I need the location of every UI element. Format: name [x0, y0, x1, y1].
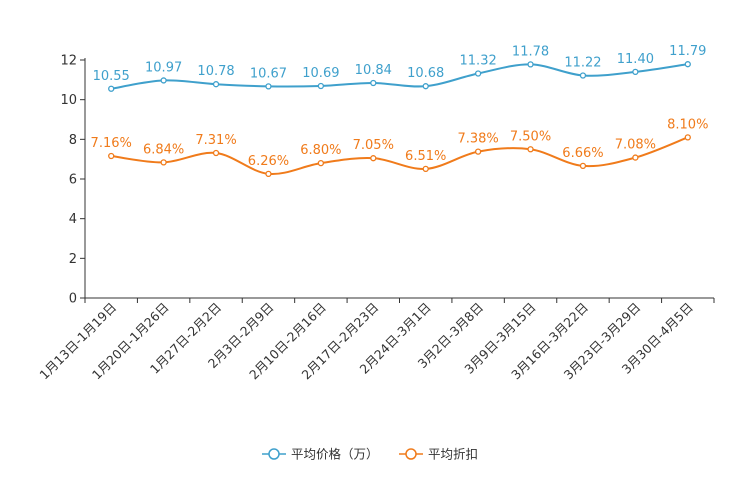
y-tick-label: 2 [69, 252, 77, 267]
data-label: 10.68 [407, 66, 444, 81]
data-label: 6.26% [248, 154, 289, 169]
data-point [108, 85, 115, 92]
y-tick-label: 4 [69, 212, 77, 227]
data-label: 7.16% [91, 136, 132, 151]
data-label: 7.05% [353, 138, 394, 153]
y-tick-label: 0 [69, 292, 77, 307]
data-label: 11.32 [460, 53, 497, 68]
data-point [317, 159, 325, 167]
series-line-0 [111, 63, 688, 90]
data-point [422, 165, 429, 173]
data-label: 8.10% [667, 117, 708, 132]
data-point [422, 83, 429, 90]
data-point [160, 159, 167, 166]
series-line-1 [111, 136, 689, 175]
data-point [527, 146, 534, 153]
legend: 平均价格（万） 平均折扣 [262, 447, 478, 462]
data-label: 10.67 [250, 66, 287, 81]
data-point [265, 170, 272, 177]
data-label: 7.31% [195, 133, 236, 148]
legend-marker-1 [405, 448, 417, 460]
data-label: 10.69 [302, 66, 339, 81]
data-point [370, 155, 377, 162]
y-tick-label: 6 [69, 173, 77, 188]
data-point [579, 72, 587, 79]
data-point [370, 79, 377, 87]
data-label: 11.40 [617, 52, 654, 67]
data-point [160, 77, 167, 84]
data-label: 11.79 [669, 44, 706, 59]
y-tick-label: 8 [69, 133, 77, 148]
data-label: 6.84% [143, 142, 184, 157]
data-point [108, 152, 115, 160]
data-point [632, 68, 639, 76]
data-label: 7.50% [510, 129, 551, 144]
data-point [317, 82, 325, 90]
y-tick-label: 10 [60, 93, 77, 108]
legend-label-0: 平均价格（万） [291, 447, 379, 462]
data-label: 10.55 [93, 69, 130, 84]
data-label: 6.66% [562, 146, 603, 161]
data-point [684, 61, 691, 68]
data-point [474, 148, 482, 155]
data-point [265, 83, 272, 90]
axes: 0246810121月13日-1月19日1月20日-1月26日1月27日-2月2… [36, 54, 715, 382]
data-point [212, 149, 220, 157]
data-label: 11.78 [512, 44, 549, 59]
legend-marker-0 [268, 448, 280, 460]
data-point [579, 162, 587, 170]
data-point [212, 81, 220, 88]
data-label: 10.78 [197, 64, 234, 79]
series-layer [108, 61, 691, 177]
y-tick-label: 12 [60, 54, 77, 69]
data-label: 10.84 [355, 63, 392, 78]
data-point [474, 70, 482, 77]
data-label: 6.51% [405, 149, 446, 164]
data-label: 11.22 [564, 55, 601, 70]
legend-label-1: 平均折扣 [428, 447, 478, 462]
data-label: 7.38% [457, 132, 498, 147]
data-label: 10.97 [145, 60, 182, 75]
data-label: 7.08% [615, 138, 656, 153]
data-point [632, 154, 639, 161]
data-point [527, 61, 534, 68]
data-point [684, 134, 691, 141]
data-labels-layer: 10.55 10.97 10.78 10.67 10.69 10.84 10.68 11.32… [91, 44, 709, 169]
data-label: 6.80% [300, 143, 341, 158]
